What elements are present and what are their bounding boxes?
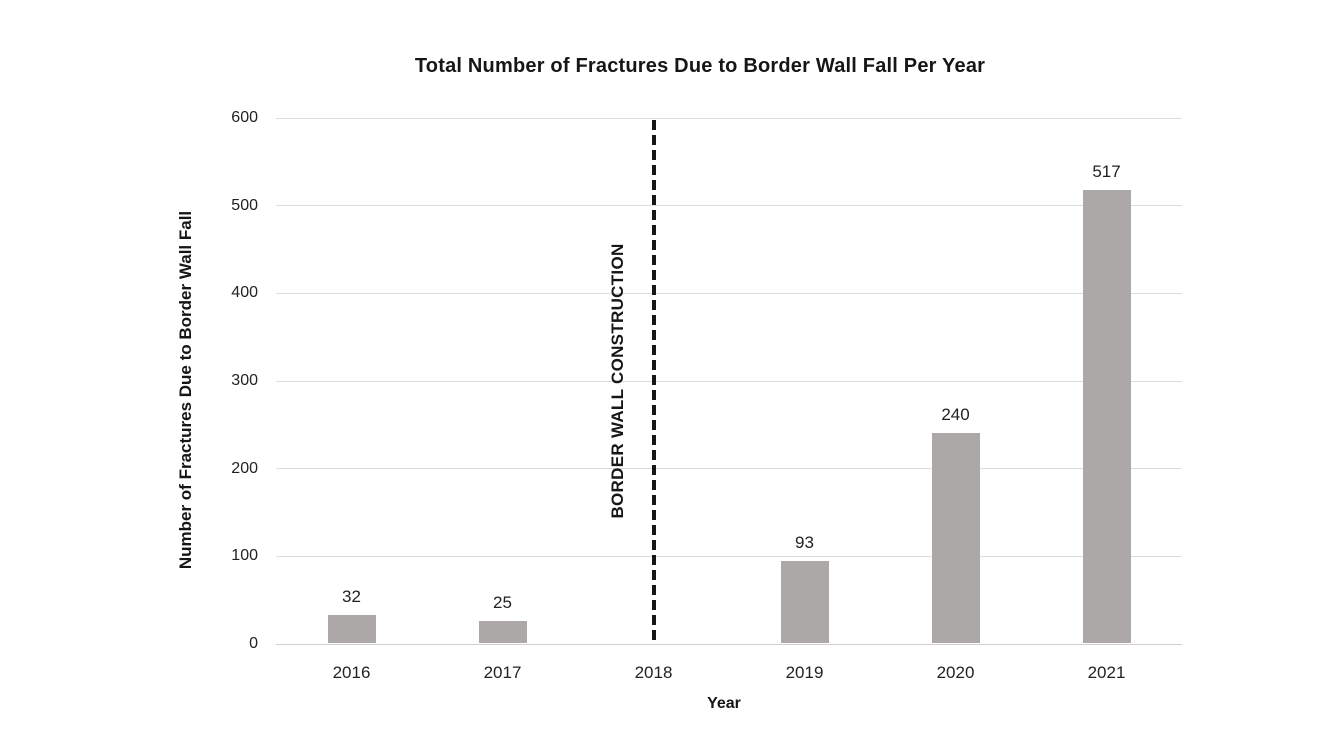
gridline-600 [276,117,1182,119]
gridline-500 [276,205,1182,207]
x-tick-label-2020: 2020 [936,663,975,682]
bar-value-label-2017: 25 [493,593,512,613]
x-axis-title: Year [707,695,741,712]
y-tick-label-600: 600 [231,109,258,126]
bar-2017 [478,621,527,643]
y-tick-label-500: 500 [231,196,258,214]
chart-title: Total Number of Fractures Due to Border … [414,55,986,77]
border-wall-construction-dashed-line [651,120,656,645]
bar-value-label-2016: 32 [342,586,361,606]
x-axis-baseline [276,643,1182,645]
gridline-400 [276,292,1182,294]
bar-value-label-2019: 93 [795,533,814,553]
y-tick-label-0: 0 [249,635,258,652]
y-tick-label-100: 100 [231,547,258,565]
bar-2021 [1082,189,1131,643]
y-tick-label-300: 300 [231,372,258,389]
x-tick-label-2016: 2016 [332,663,371,682]
bar-2016 [327,614,376,643]
x-tick-label-2018: 2018 [634,663,673,682]
gridline-100 [276,555,1182,557]
bar-value-label-2021: 517 [1092,161,1121,181]
gridline-200 [276,468,1182,470]
construction-annotation-label: BORDER WALL CONSTRUCTION [607,243,627,519]
bar-2020 [931,432,980,643]
y-tick-label-400: 400 [231,284,258,302]
x-tick-label-2019: 2019 [785,663,824,682]
bar-2019 [780,561,829,643]
bar-value-label-2020: 240 [941,404,970,424]
y-tick-label-200: 200 [231,459,258,477]
x-tick-label-2017: 2017 [483,663,522,682]
x-tick-label-2021: 2021 [1087,663,1126,682]
gridline-300 [276,380,1182,382]
plot-area [276,117,1182,645]
